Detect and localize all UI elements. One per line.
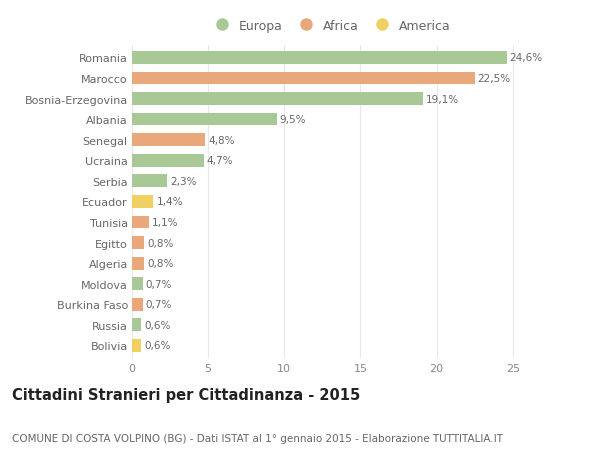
Bar	[132, 134, 205, 147]
Bar	[132, 113, 277, 126]
Bar	[132, 216, 149, 229]
Bar	[132, 155, 203, 167]
Bar	[132, 298, 143, 311]
Text: 1,4%: 1,4%	[157, 197, 183, 207]
Bar	[132, 73, 475, 85]
Bar	[132, 93, 423, 106]
Text: 9,5%: 9,5%	[280, 115, 306, 125]
Text: 0,6%: 0,6%	[144, 341, 170, 351]
Bar	[132, 319, 141, 331]
Text: COMUNE DI COSTA VOLPINO (BG) - Dati ISTAT al 1° gennaio 2015 - Elaborazione TUTT: COMUNE DI COSTA VOLPINO (BG) - Dati ISTA…	[12, 433, 503, 442]
Bar	[132, 278, 143, 291]
Text: 0,8%: 0,8%	[147, 258, 173, 269]
Text: 24,6%: 24,6%	[510, 53, 543, 63]
Text: 4,8%: 4,8%	[208, 135, 235, 146]
Bar	[132, 52, 506, 65]
Text: 0,8%: 0,8%	[147, 238, 173, 248]
Text: 2,3%: 2,3%	[170, 176, 197, 186]
Legend: Europa, Africa, America: Europa, Africa, America	[204, 15, 456, 38]
Bar	[132, 175, 167, 188]
Bar	[132, 339, 141, 352]
Bar	[132, 237, 144, 249]
Bar	[132, 196, 154, 208]
Text: 0,6%: 0,6%	[144, 320, 170, 330]
Text: 4,7%: 4,7%	[206, 156, 233, 166]
Text: 0,7%: 0,7%	[146, 279, 172, 289]
Text: 22,5%: 22,5%	[478, 74, 511, 84]
Text: 19,1%: 19,1%	[426, 94, 459, 104]
Text: 1,1%: 1,1%	[152, 218, 178, 228]
Text: 0,7%: 0,7%	[146, 300, 172, 310]
Bar	[132, 257, 144, 270]
Text: Cittadini Stranieri per Cittadinanza - 2015: Cittadini Stranieri per Cittadinanza - 2…	[12, 387, 360, 403]
